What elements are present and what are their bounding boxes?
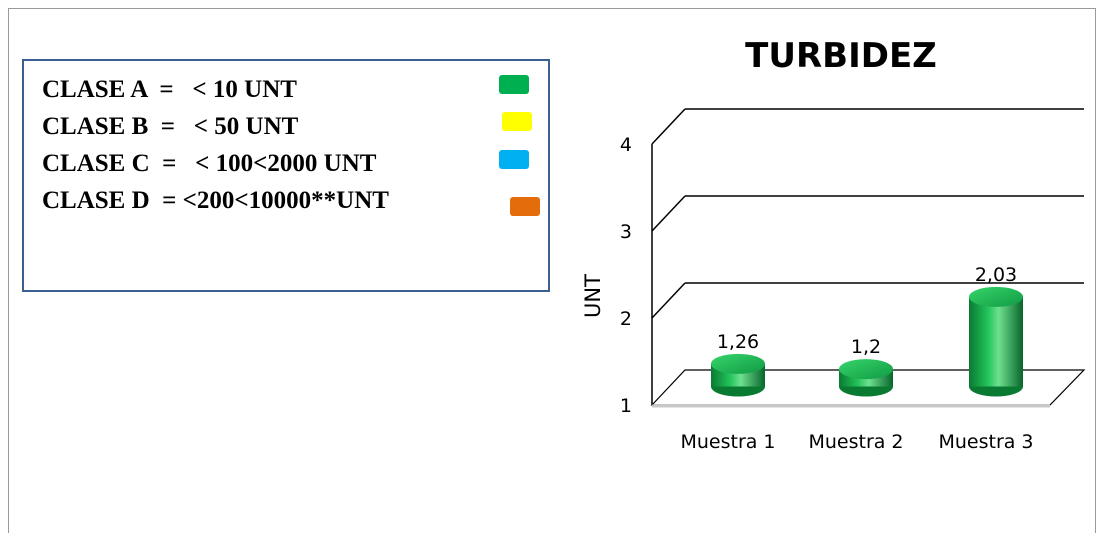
bar-cap xyxy=(711,353,765,374)
bars xyxy=(711,286,1023,397)
frame-right-border xyxy=(1095,8,1096,533)
y-axis-ticks: 1 2 3 4 xyxy=(620,134,632,417)
bar-3 xyxy=(969,286,1023,397)
y-tick-label: 4 xyxy=(620,134,632,156)
legend-swatch-green xyxy=(499,75,529,94)
legend-swatch-orange xyxy=(510,197,540,216)
category-label: Muestra 1 xyxy=(680,431,775,453)
legend-row-clase-d: CLASE D = <200<10000**UNT xyxy=(42,187,389,214)
legend-swatch-blue xyxy=(499,150,529,169)
bar-cap xyxy=(839,359,893,380)
bar-cap xyxy=(969,286,1023,307)
gridline-diagonal xyxy=(651,195,686,232)
data-label: 2,03 xyxy=(975,264,1017,286)
frame-top-border xyxy=(8,8,1096,9)
y-tick-label: 2 xyxy=(620,308,632,330)
legend-row-clase-b: CLASE B = < 50 UNT xyxy=(42,113,299,140)
data-label: 1,26 xyxy=(717,331,759,353)
legend-swatch-yellow xyxy=(502,112,532,131)
class-legend-box: CLASE A = < 10 UNT CLASE B = < 50 UNT CL… xyxy=(22,59,550,292)
gridlines xyxy=(651,108,1084,405)
category-label: Muestra 2 xyxy=(808,431,903,453)
y-tick-label: 1 xyxy=(620,395,632,417)
bar-1 xyxy=(711,353,765,397)
chart-title: TURBIDEZ xyxy=(745,36,937,76)
category-label: Muestra 3 xyxy=(938,431,1033,453)
bar-body xyxy=(969,296,1023,387)
gridline-diagonal xyxy=(651,108,686,145)
legend-row-clase-a: CLASE A = < 10 UNT xyxy=(42,76,297,103)
data-labels: 1,26 1,2 2,03 xyxy=(717,264,1017,358)
legend-row-clase-c: CLASE C = < 100<2000 UNT xyxy=(42,150,377,177)
y-axis-title: UNT xyxy=(581,274,605,318)
y-tick-label: 3 xyxy=(620,221,632,243)
bar-2 xyxy=(839,359,893,397)
frame-left-border xyxy=(8,8,9,533)
data-label: 1,2 xyxy=(851,336,881,358)
gridline-diagonal xyxy=(651,282,686,319)
x-axis-categories: Muestra 1 Muestra 2 Muestra 3 xyxy=(680,431,1033,453)
